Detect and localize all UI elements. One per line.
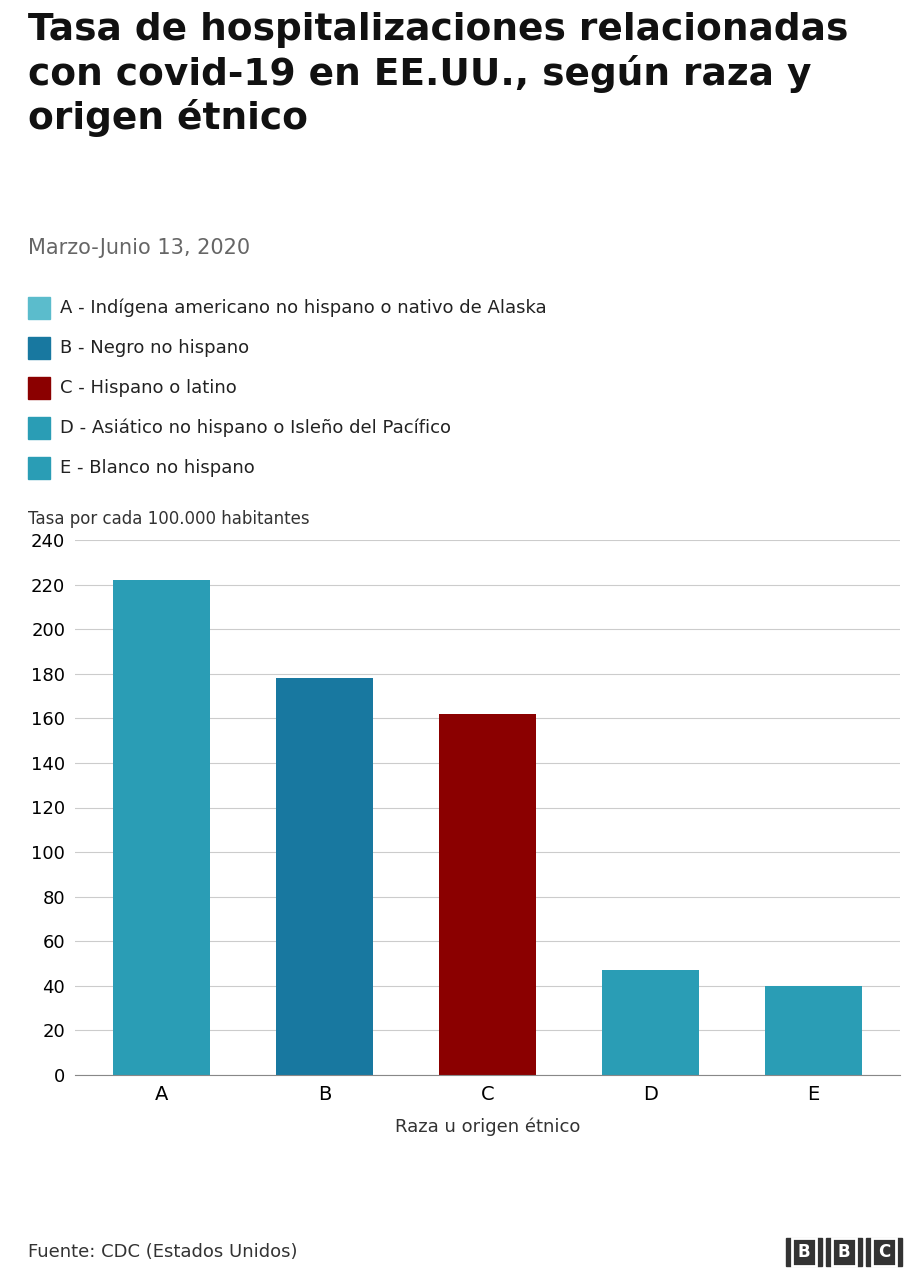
- Bar: [601, 970, 698, 1074]
- Bar: [764, 986, 862, 1074]
- Text: Marzo-Junio 13, 2020: Marzo-Junio 13, 2020: [28, 239, 250, 258]
- Bar: [831, 1238, 856, 1266]
- Text: A - Indígena americano no hispano o nativo de Alaska: A - Indígena americano no hispano o nati…: [60, 299, 546, 318]
- Bar: [870, 1238, 895, 1266]
- Bar: [438, 713, 536, 1074]
- Text: B: B: [837, 1243, 849, 1261]
- Text: Tasa de hospitalizaciones relacionadas
con covid-19 en EE.UU., según raza y
orig: Tasa de hospitalizaciones relacionadas c…: [28, 11, 847, 138]
- Text: Fuente: CDC (Estados Unidos): Fuente: CDC (Estados Unidos): [28, 1243, 297, 1261]
- Bar: [276, 679, 373, 1074]
- Bar: [112, 581, 210, 1074]
- Text: C - Hispano o latino: C - Hispano o latino: [60, 379, 236, 397]
- Text: D - Asiático no hispano o Isleño del Pacífico: D - Asiático no hispano o Isleño del Pac…: [60, 419, 450, 438]
- Bar: [865, 1238, 901, 1266]
- Bar: [825, 1238, 861, 1266]
- Text: B - Negro no hispano: B - Negro no hispano: [60, 339, 249, 357]
- Text: E - Blanco no hispano: E - Blanco no hispano: [60, 459, 255, 477]
- Bar: [785, 1238, 821, 1266]
- Bar: [790, 1238, 815, 1266]
- Text: Tasa por cada 100.000 habitantes: Tasa por cada 100.000 habitantes: [28, 510, 310, 528]
- Text: C: C: [877, 1243, 890, 1261]
- X-axis label: Raza u origen étnico: Raza u origen étnico: [394, 1118, 580, 1136]
- Text: B: B: [797, 1243, 810, 1261]
